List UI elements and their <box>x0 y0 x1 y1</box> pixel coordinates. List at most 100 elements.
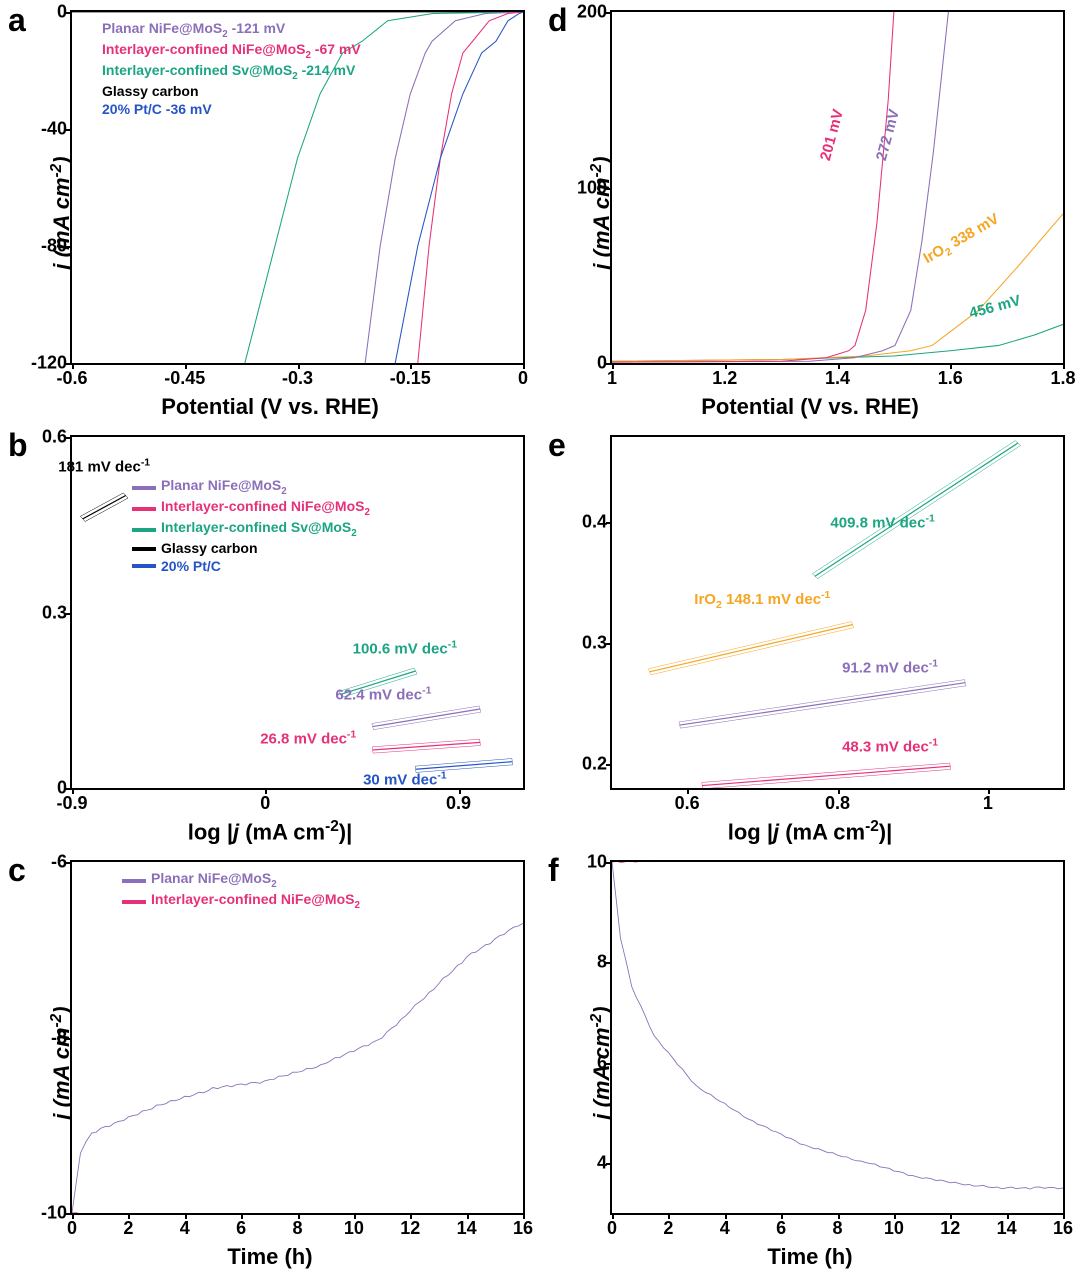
x-tick-label: 14 <box>457 1218 477 1239</box>
x-tick-label: 0 <box>518 368 528 389</box>
x-tick-label: 4 <box>720 1218 730 1239</box>
y-tick-label: 6 <box>597 1052 607 1073</box>
y-tick-label: 0.3 <box>42 602 67 623</box>
tafel-slope-label: 100.6 mV dec-1 <box>353 638 457 657</box>
chart-legend: Planar NiFe@MoS2 -121 mVInterlayer-confi… <box>102 20 361 118</box>
panel-d-chart: 11.21.41.61.80100200201 mV272 mVIrO2 338… <box>610 10 1065 365</box>
x-tick-label: 0 <box>607 1218 617 1239</box>
x-tick-label: 2 <box>663 1218 673 1239</box>
y-tick-label: -40 <box>41 119 67 140</box>
panel-f-chart: 024681012141610864 <box>610 860 1065 1215</box>
x-tick-label: 1 <box>983 793 993 814</box>
panel-c-label: c <box>8 852 26 889</box>
x-tick-label: 0.8 <box>825 793 850 814</box>
panel-a: a j (mA cm-2) Potential (V vs. RHE) -0.6… <box>0 0 540 425</box>
tafel-slope-label: 26.8 mV dec-1 <box>260 729 356 748</box>
legend-item-label: Interlayer-confined Sv@MoS2 -214 mV <box>102 62 355 83</box>
x-tick-label: 1.8 <box>1050 368 1075 389</box>
x-tick-label: 6 <box>776 1218 786 1239</box>
panel-c: c j (mA cm-2) Time (h) 0246810121416-10-… <box>0 850 540 1275</box>
panel-e: e Overpotential (V vs. RHE) log |j (mA c… <box>540 425 1080 850</box>
x-tick-label: -0.15 <box>390 368 431 389</box>
x-tick-label: -0.45 <box>164 368 205 389</box>
legend-item-label: Planar NiFe@MoS2 -121 mV <box>102 20 285 41</box>
chart-legend: Planar NiFe@MoS2Interlayer-confined NiFe… <box>122 870 360 912</box>
legend-item-label: 20% Pt/C -36 mV <box>102 101 212 119</box>
x-tick-label: 8 <box>292 1218 302 1239</box>
y-tick-label: 0 <box>57 778 67 799</box>
panel-e-label: e <box>548 427 566 464</box>
x-tick-label: 8 <box>832 1218 842 1239</box>
panel-d: d j (mA cm-2) Potential (V vs. RHE) 11.2… <box>540 0 1080 425</box>
y-tick-label: 200 <box>577 2 607 23</box>
x-tick-label: 4 <box>180 1218 190 1239</box>
x-tick-label: 1.4 <box>825 368 850 389</box>
y-tick-label: 8 <box>597 952 607 973</box>
tafel-slope-label: 409.8 mV dec-1 <box>830 512 934 531</box>
legend-item-label: Planar NiFe@MoS2 <box>151 870 277 891</box>
panel-b-label: b <box>8 427 28 464</box>
y-tick-label: 100 <box>577 177 607 198</box>
tafel-slope-label: 48.3 mV dec-1 <box>842 736 938 755</box>
panel-a-xlabel: Potential (V vs. RHE) <box>161 394 379 420</box>
panel-c-chart: 0246810121416-10-8-6Planar NiFe@MoS2Inte… <box>70 860 525 1215</box>
y-tick-label: 0.6 <box>42 427 67 448</box>
x-tick-label: 1 <box>607 368 617 389</box>
x-tick-label: 16 <box>513 1218 533 1239</box>
y-tick-label: -8 <box>51 1027 67 1048</box>
legend-item-label: Glassy carbon <box>161 540 258 558</box>
y-tick-label: 0 <box>597 353 607 374</box>
y-tick-label: 4 <box>597 1152 607 1173</box>
chart-legend: Planar NiFe@MoS2Interlayer-confined NiFe… <box>132 477 370 575</box>
x-tick-label: 10 <box>344 1218 364 1239</box>
legend-item-label: Interlayer-confined NiFe@MoS2 -67 mV <box>102 41 361 62</box>
legend-item-label: Interlayer-confined NiFe@MoS2 <box>151 891 360 912</box>
y-tick-label: 0.3 <box>582 632 607 653</box>
y-tick-label: -10 <box>41 1203 67 1224</box>
tafel-slope-label: 30 mV dec-1 <box>363 770 447 789</box>
panel-f-label: f <box>548 852 559 889</box>
y-tick-label: -6 <box>51 852 67 873</box>
x-tick-label: 1.2 <box>712 368 737 389</box>
panel-e-xlabel: log |j (mA cm-2)| <box>728 818 893 845</box>
legend-item-label: Interlayer-confined Sv@MoS2 <box>161 519 357 540</box>
tafel-slope-label: 181 mV dec-1 <box>58 457 150 476</box>
panel-b-chart: -0.900.900.30.6181 mV dec-1100.6 mV dec-… <box>70 435 525 790</box>
x-tick-label: -0.3 <box>282 368 313 389</box>
panel-c-xlabel: Time (h) <box>227 1244 312 1270</box>
x-tick-label: 10 <box>884 1218 904 1239</box>
panel-b: b Overpotential (V vs. RHE) log |j (mA c… <box>0 425 540 850</box>
tafel-slope-label: 62.4 mV dec-1 <box>335 685 431 704</box>
y-tick-label: 10 <box>587 852 607 873</box>
x-tick-label: 2 <box>123 1218 133 1239</box>
y-tick-label: 0 <box>57 2 67 23</box>
x-tick-label: 0.6 <box>675 793 700 814</box>
x-tick-label: 12 <box>940 1218 960 1239</box>
tafel-slope-label: 91.2 mV dec-1 <box>842 657 938 676</box>
panel-a-label: a <box>8 2 26 39</box>
legend-item-label: Interlayer-confined NiFe@MoS2 <box>161 498 370 519</box>
x-tick-label: 12 <box>400 1218 420 1239</box>
y-tick-label: -120 <box>31 353 67 374</box>
panel-a-chart: -0.6-0.45-0.3-0.150-120-80-400Planar NiF… <box>70 10 525 365</box>
tafel-slope-label: IrO2 148.1 mV dec-1 <box>694 589 830 611</box>
y-tick-label: 0.4 <box>582 511 607 532</box>
panel-b-xlabel: log |j (mA cm-2)| <box>188 818 353 845</box>
legend-item-label: 20% Pt/C <box>161 558 221 576</box>
y-tick-label: -80 <box>41 236 67 257</box>
x-tick-label: 16 <box>1053 1218 1073 1239</box>
figure-grid: a j (mA cm-2) Potential (V vs. RHE) -0.6… <box>0 0 1080 1275</box>
legend-item-label: Glassy carbon <box>102 83 199 101</box>
x-tick-label: 14 <box>997 1218 1017 1239</box>
panel-d-xlabel: Potential (V vs. RHE) <box>701 394 919 420</box>
panel-f-xlabel: Time (h) <box>767 1244 852 1270</box>
x-tick-label: 6 <box>236 1218 246 1239</box>
panel-d-label: d <box>548 2 568 39</box>
panel-f: f j (mA cm-2) Time (h) 02468101214161086… <box>540 850 1080 1275</box>
legend-item-label: Planar NiFe@MoS2 <box>161 477 287 498</box>
x-tick-label: 0 <box>67 1218 77 1239</box>
x-tick-label: 1.6 <box>938 368 963 389</box>
x-tick-label: 0 <box>260 793 270 814</box>
x-tick-label: 0.9 <box>446 793 471 814</box>
y-tick-label: 0.2 <box>582 753 607 774</box>
